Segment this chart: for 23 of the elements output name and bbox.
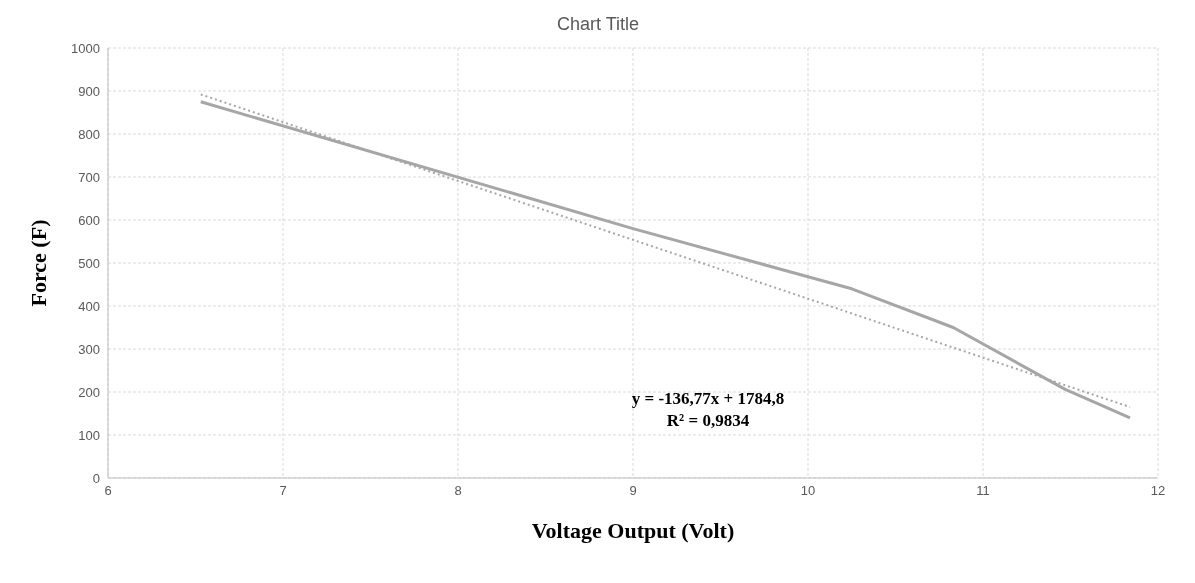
y-tick-label: 700 [78,169,100,185]
x-tick-label: 6 [104,483,112,499]
x-tick-label: 8 [454,483,462,499]
y-tick-label: 200 [78,384,100,400]
annotation: R² = 0,9834 [665,410,751,432]
y-tick-label: 400 [78,298,100,314]
chart-title: Chart Title [556,14,640,35]
y-tick-label: 600 [78,212,100,228]
y-tick-label: 100 [78,427,100,443]
y-tick-label: 300 [78,341,100,357]
y-tick-label: 800 [78,126,100,142]
x-tick-label: 10 [800,483,816,499]
x-tick-label: 9 [629,483,637,499]
y-tick-label: 500 [78,255,100,271]
y-axis-title: Force (F) [25,219,51,307]
x-axis-title: Voltage Output (Volt) [531,518,735,543]
annotation: y = -136,77x + 1784,8 [630,388,786,410]
x-tick-label: 12 [1150,483,1166,499]
x-tick-label: 11 [976,483,990,499]
y-tick-label: 0 [92,470,100,486]
y-tick-label: 1000 [71,40,100,56]
x-tick-label: 7 [279,483,287,499]
y-tick-label: 900 [78,83,100,99]
